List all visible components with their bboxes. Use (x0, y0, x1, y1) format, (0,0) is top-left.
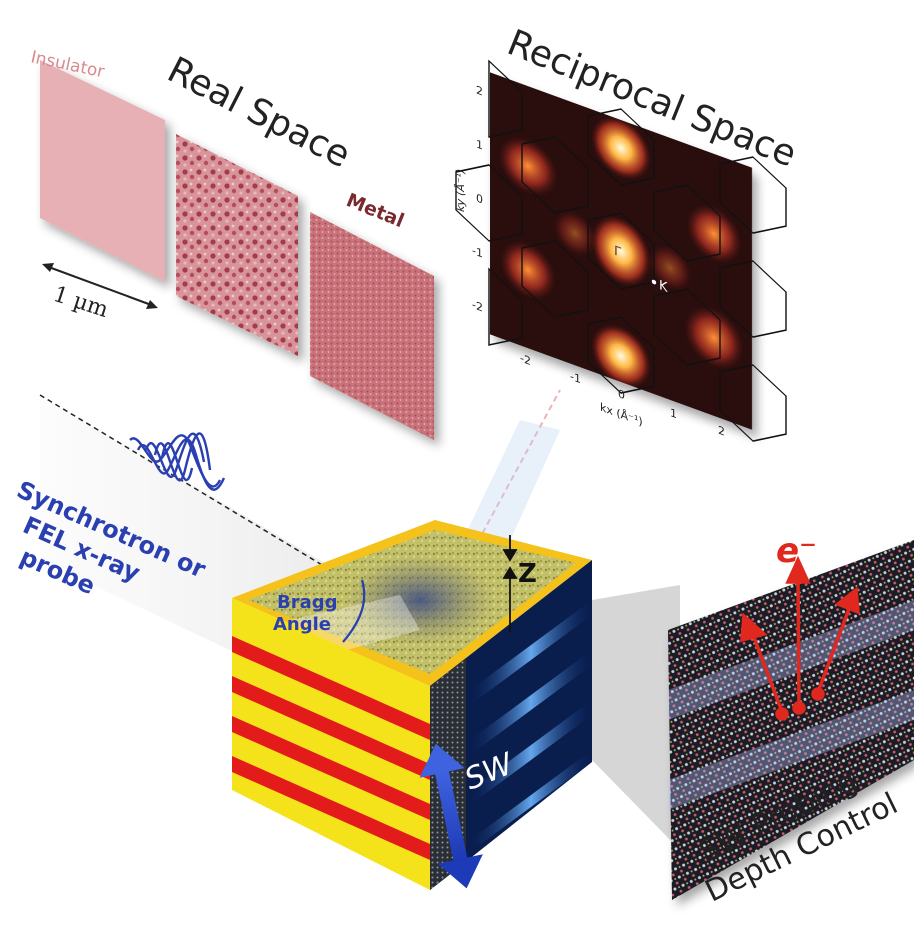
k-point-marker (651, 279, 657, 285)
real-space-panels (40, 60, 434, 440)
electron-label: e⁻ (776, 531, 817, 571)
mixed-phase-panel (176, 134, 298, 356)
metal-label: Metal (343, 189, 407, 232)
x-tick-1: 1 (670, 405, 677, 421)
metal-panel (310, 212, 434, 440)
x-axis-ticks: -2 -1 0 1 2 (520, 351, 725, 439)
x-tick-0: 0 (618, 386, 625, 402)
standing-wave-bands (470, 600, 592, 852)
sw-double-arrow (419, 743, 483, 889)
multilayer-stack (232, 598, 430, 890)
layer-red-2 (232, 676, 430, 780)
layer-red-4 (232, 756, 430, 860)
bragg-label-line1: Bragg (277, 592, 338, 613)
xray-wave-packet (129, 432, 226, 491)
y-tick-2: 2 (476, 83, 483, 99)
bragg-angle-arc (342, 579, 366, 643)
x-tick-neg2: -2 (520, 351, 531, 369)
layer-red-3 (232, 716, 430, 820)
scale-bar (42, 263, 158, 309)
layer-red-1 (232, 636, 430, 740)
sample-cube: SW (232, 520, 592, 890)
atomic-lattice-panel (668, 540, 914, 900)
bragg-label-line2: Angle (273, 614, 331, 635)
brillouin-zone-grid (455, 59, 787, 442)
y-axis-label: ky (Å⁻¹) (453, 167, 467, 214)
zoom-connector (592, 585, 680, 850)
insulator-panel (40, 60, 165, 282)
y-axis-ticks: 2 1 0 -1 -2 (472, 83, 483, 315)
y-tick-neg2: -2 (472, 297, 483, 315)
z-thickness-marker (502, 535, 518, 632)
x-tick-neg1: -1 (570, 369, 581, 387)
photoelectron-arrows (740, 555, 861, 721)
x-axis-label: kx (Å⁻¹) (600, 400, 643, 429)
k-point-label: K (659, 278, 669, 296)
y-tick-0: 0 (476, 191, 483, 207)
illuminated-spot (345, 555, 495, 645)
scale-label: 1 µm (50, 282, 111, 323)
x-tick-2: 2 (718, 423, 725, 439)
y-tick-neg1: -1 (472, 243, 483, 261)
standing-wave-glow (668, 600, 914, 810)
reciprocal-space-map: Γ K 2 1 0 -1 -2 ky (Å⁻¹) -2 -1 0 1 2 kx … (453, 59, 787, 442)
z-label: Z (518, 559, 537, 589)
y-tick-1: 1 (476, 137, 483, 153)
gamma-point-label: Γ (614, 244, 622, 261)
